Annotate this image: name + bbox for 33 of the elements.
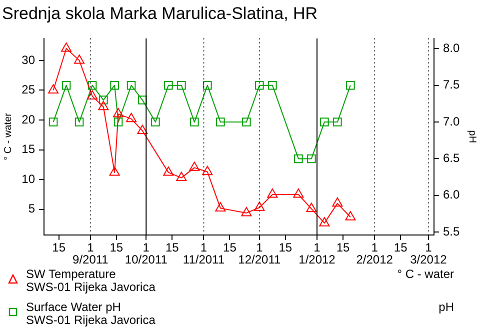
x-tick-label: 15 bbox=[110, 240, 124, 254]
y-tick-label: 5 bbox=[28, 202, 36, 216]
y2-tick-label: 5.5 bbox=[443, 224, 460, 238]
legend-label: SW Temperature SWS-01 Rijeka Javorica bbox=[26, 267, 156, 294]
y2-tick-label: 7.0 bbox=[443, 114, 460, 128]
x-tick-label: 1 11/2011 bbox=[182, 240, 225, 266]
x-tick-label: 1 1/2012 bbox=[298, 240, 336, 266]
y-tick-label: 30 bbox=[22, 52, 36, 67]
x-tick-label: 1 12/2011 bbox=[238, 240, 281, 266]
x-tick-label: 15 bbox=[278, 240, 292, 254]
y-tick-label: 20 bbox=[22, 112, 36, 126]
y-tick-label: 15 bbox=[22, 142, 36, 156]
y2-tick-label: 6.5 bbox=[443, 151, 460, 166]
x-tick-label: 15 bbox=[394, 240, 408, 254]
text: pH bbox=[438, 300, 454, 314]
y-tick-label: 25 bbox=[22, 82, 36, 97]
x-tick-label: 1 10/2011 bbox=[124, 240, 168, 266]
legend-label: Surface Water pH SWS-01 Rijeka Javorica bbox=[26, 300, 156, 327]
x-tick-label: 1 9/2011 bbox=[72, 240, 109, 266]
text: ° C - water bbox=[397, 267, 454, 281]
x-tick-label: 15 bbox=[336, 240, 350, 254]
y2-tick-label: 7.5 bbox=[443, 78, 460, 92]
chart-title: Srednja skola Marka Marulica-Slatina, HR bbox=[2, 4, 318, 23]
y-axis-title: ° C - water bbox=[2, 112, 14, 160]
y-tick-label: 10 bbox=[22, 172, 36, 186]
y2-tick-label: 6.0 bbox=[443, 188, 460, 202]
y2-axis-title: pH bbox=[466, 130, 478, 144]
x-tick-label: 15 bbox=[52, 240, 66, 254]
x-tick-label: 15 bbox=[223, 240, 237, 254]
x-tick-label: 1 3/2012 bbox=[410, 240, 448, 266]
y2-tick-label: 8.0 bbox=[443, 40, 460, 55]
x-tick-label: 1 2/2012 bbox=[356, 240, 394, 266]
x-tick-label: 15 bbox=[165, 240, 180, 254]
